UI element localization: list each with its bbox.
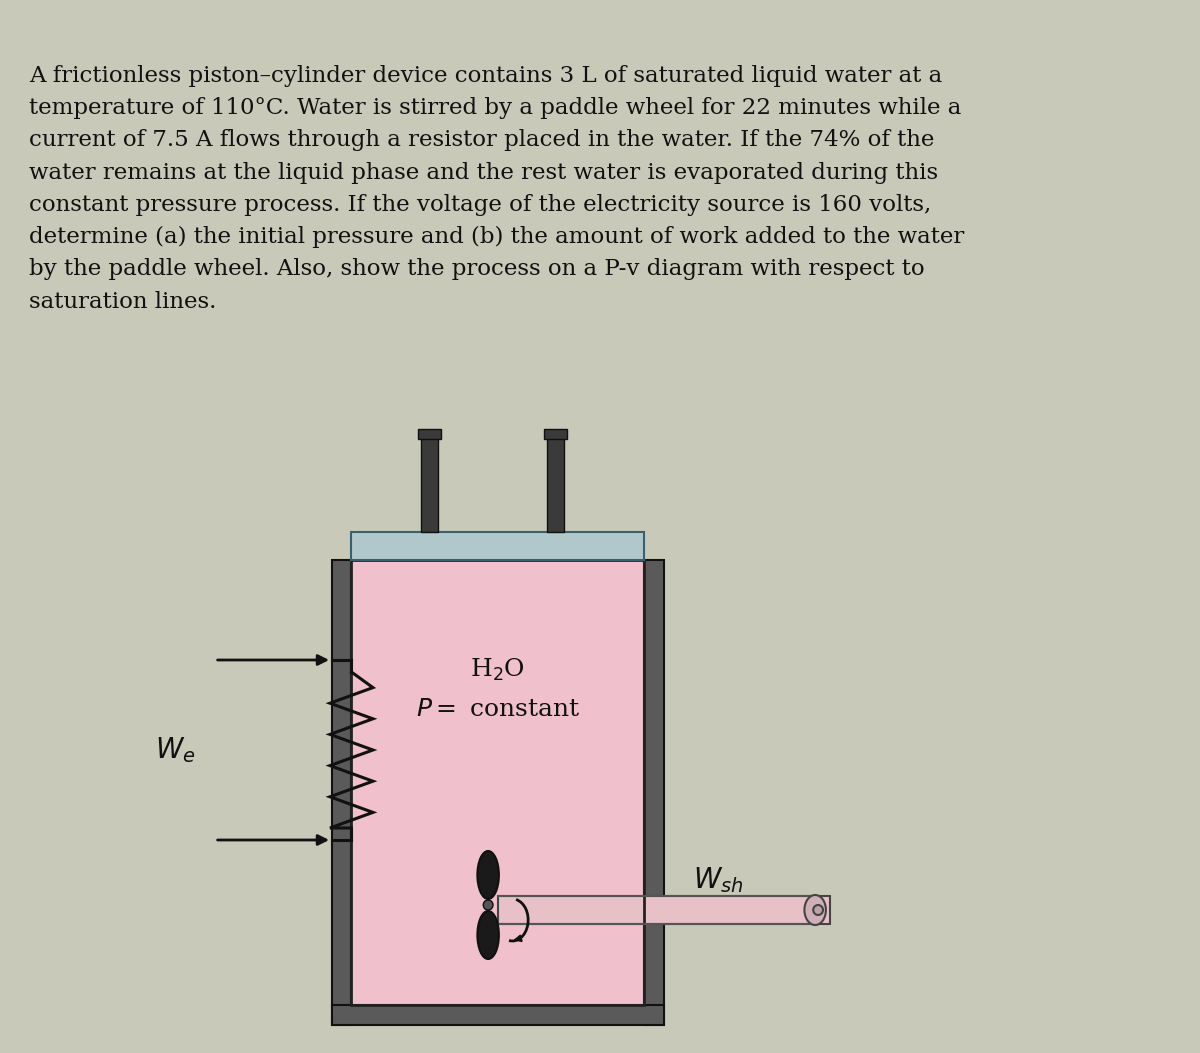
- Text: $W_e$: $W_e$: [156, 735, 196, 764]
- Bar: [544, 429, 568, 439]
- Text: A frictionless piston–cylinder device contains 3 L of saturated liquid water at : A frictionless piston–cylinder device co…: [29, 65, 965, 313]
- Text: $W_{sh}$: $W_{sh}$: [694, 866, 744, 895]
- Ellipse shape: [478, 851, 499, 899]
- Bar: [352, 532, 644, 560]
- Text: H$_2$O: H$_2$O: [470, 657, 526, 683]
- Bar: [332, 560, 352, 1025]
- Bar: [332, 1005, 664, 1025]
- Bar: [352, 560, 644, 1005]
- Bar: [547, 435, 564, 532]
- Bar: [418, 429, 442, 439]
- Bar: [421, 435, 438, 532]
- Ellipse shape: [804, 895, 826, 925]
- Text: $P=$ constant: $P=$ constant: [415, 698, 580, 721]
- Circle shape: [484, 900, 493, 910]
- Bar: [644, 560, 664, 1025]
- Bar: [498, 896, 830, 923]
- Circle shape: [814, 905, 823, 915]
- Ellipse shape: [478, 911, 499, 959]
- Bar: [352, 560, 644, 1005]
